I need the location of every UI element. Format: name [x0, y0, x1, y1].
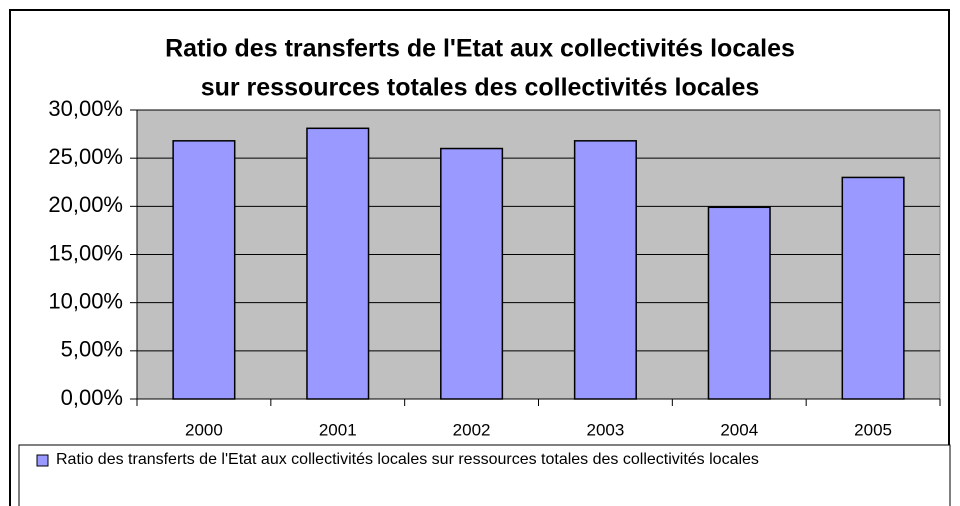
y-tick-label: 20,00% [48, 192, 123, 217]
x-tick-label: 2003 [587, 420, 625, 439]
bar [306, 127, 370, 400]
x-tick-label: 2005 [854, 420, 892, 439]
y-tick-label: 15,00% [48, 240, 123, 265]
x-tick-label: 2000 [185, 420, 223, 439]
y-tick-label: 5,00% [61, 337, 123, 362]
bar [707, 206, 771, 400]
y-tick-label: 25,00% [48, 144, 123, 169]
y-tick-label: 10,00% [48, 288, 123, 313]
x-tick-label: 2002 [453, 420, 491, 439]
legend-box [18, 444, 951, 506]
y-tick-label: 0,00% [61, 385, 123, 410]
bar [841, 176, 905, 400]
chart-title: Ratio des transferts de l'Etat aux colle… [165, 35, 795, 63]
bar [440, 147, 504, 400]
bar [573, 140, 637, 400]
chart-title: sur ressources totales des collectivités… [201, 74, 760, 102]
x-tick-label: 2001 [319, 420, 357, 439]
bar [172, 140, 236, 400]
legend-label: Ratio des transferts de l'Etat aux colle… [56, 451, 759, 468]
y-tick-label: 30,00% [48, 96, 123, 121]
legend-swatch [36, 454, 49, 467]
x-tick-label: 2004 [720, 420, 758, 439]
